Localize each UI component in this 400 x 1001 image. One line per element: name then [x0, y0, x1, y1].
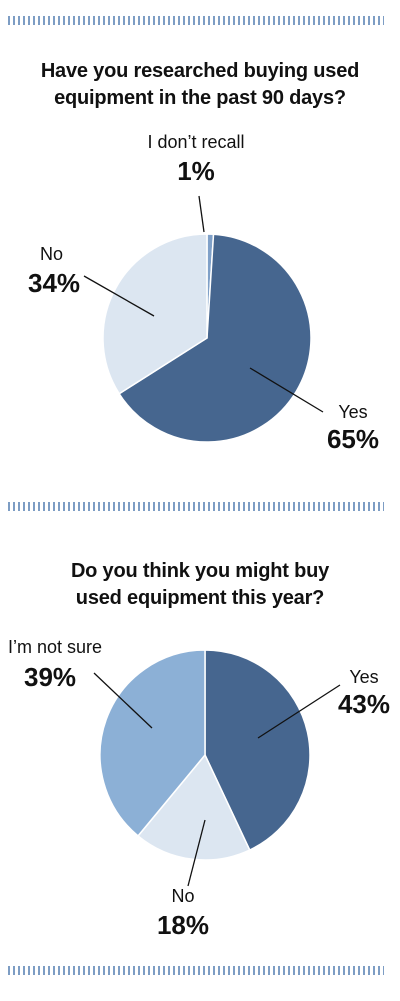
chart-2-title-line-1: Do you think you might buy	[70, 560, 330, 582]
pie-slice-yes	[204, 649, 311, 852]
leader-line-yes	[257, 684, 341, 739]
pie-slice-i-m-not-sure	[99, 649, 206, 837]
slice-label-i-m-not-sure: I’m not sure	[8, 637, 102, 657]
chart-2-title-line-2: used equipment this year?	[75, 587, 325, 609]
pie-slice-yes	[118, 233, 312, 443]
slice-value-no: 34%	[28, 268, 80, 298]
chart-1-title: Have you researched buying used equipmen…	[0, 58, 400, 112]
middle-divider	[8, 502, 384, 511]
leader-line-i-m-not-sure	[93, 672, 153, 729]
slice-value-yes: 65%	[327, 424, 379, 454]
slice-label-no: No	[40, 244, 63, 264]
slice-label-yes: Yes	[338, 402, 367, 422]
pie-slice-no	[102, 233, 208, 395]
chart-1-title-line-2: equipment in the past 90 days?	[54, 87, 346, 109]
chart-2-title: Do you think you might buy used equipmen…	[0, 558, 400, 612]
leader-line-no	[83, 275, 155, 317]
bottom-divider	[8, 966, 384, 975]
top-divider	[8, 16, 384, 25]
slice-label-yes: Yes	[349, 667, 378, 687]
pie-slice-no	[137, 753, 251, 861]
slice-value-no: 18%	[157, 910, 209, 940]
leader-line-i-don-t-recall	[198, 195, 205, 233]
leader-line-yes	[249, 367, 324, 413]
slice-value-i-don-t-recall: 1%	[177, 156, 215, 186]
leader-line-no	[187, 819, 206, 887]
slice-label-i-don-t-recall: I don’t recall	[147, 132, 244, 152]
slice-value-i-m-not-sure: 39%	[24, 662, 76, 692]
slice-value-yes: 43%	[338, 689, 390, 719]
chart-1-title-line-1: Have you researched buying used	[40, 60, 360, 82]
slice-label-no: No	[171, 886, 194, 906]
